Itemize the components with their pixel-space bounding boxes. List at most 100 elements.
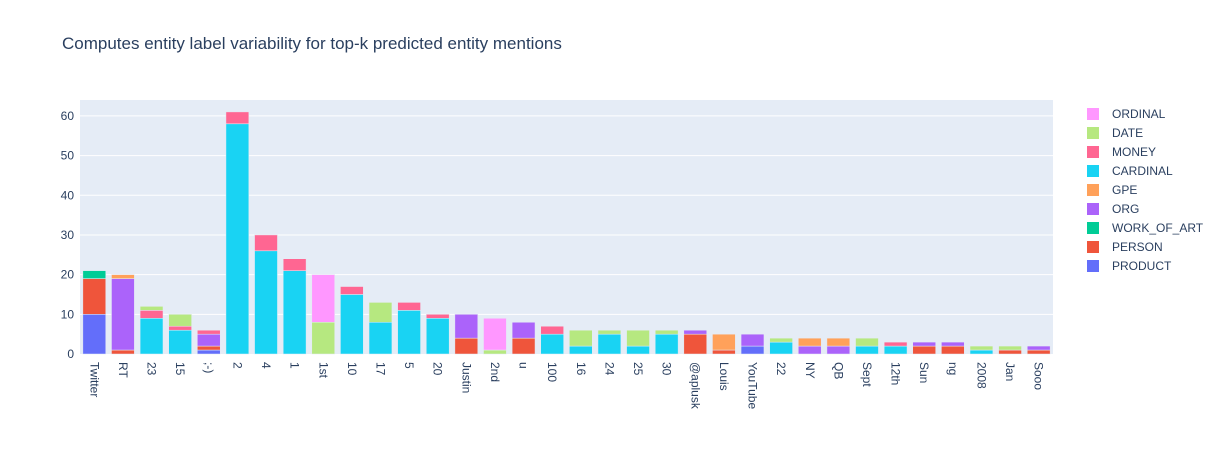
legend-label: PRODUCT [1112, 259, 1172, 273]
legend-swatch [1087, 108, 1099, 120]
bar-segment [597, 329, 622, 335]
x-tick-label: YouTube [746, 362, 760, 409]
bar-segment [941, 345, 965, 355]
y-tick-label: 50 [61, 149, 75, 163]
bar-segment [197, 349, 221, 355]
legend-item[interactable]: MONEY [1087, 145, 1156, 159]
bar-segment [340, 294, 364, 355]
bar-segment [883, 341, 908, 347]
bar-segment [540, 325, 564, 335]
y-axis-ticks: 0 10 20 30 40 50 60 [61, 109, 75, 361]
chart-title: Computes entity label variability for to… [62, 34, 562, 53]
bar-segment [82, 278, 107, 315]
bar-segment [626, 345, 650, 355]
bar-segment [454, 337, 479, 355]
bar-segment [597, 333, 622, 355]
bar-segment [139, 318, 164, 355]
x-tick-label: 17 [373, 362, 387, 376]
bar-segment [740, 345, 765, 355]
legend-item[interactable]: WORK_OF_ART [1087, 221, 1204, 235]
legend-label: GPE [1112, 183, 1137, 197]
bar-segment [998, 345, 1022, 351]
legend-swatch [1087, 222, 1099, 234]
x-tick-label: ng [946, 362, 960, 375]
bar-segment [1026, 349, 1051, 355]
bar-segment [883, 345, 908, 355]
legend-item[interactable]: PERSON [1087, 240, 1163, 254]
bar-segment [111, 278, 135, 351]
bar-segment [912, 341, 936, 347]
bar-segment [426, 314, 450, 319]
bar-segment [712, 349, 736, 355]
x-tick-label: 12th [889, 362, 903, 385]
x-tick-label: 23 [145, 362, 159, 376]
legend-item[interactable]: ORG [1087, 202, 1139, 216]
bar-segment [82, 314, 107, 355]
bar-segment [340, 286, 364, 295]
legend-swatch [1087, 260, 1099, 272]
bar-segment [311, 274, 335, 323]
bar-segment [769, 341, 793, 355]
bar-segment [254, 250, 278, 355]
y-tick-label: 30 [61, 228, 75, 242]
bar-segment [798, 345, 822, 355]
legend-swatch [1087, 165, 1099, 177]
bar-segment [197, 345, 221, 351]
bar-segment [168, 329, 192, 355]
bar-segment [511, 337, 536, 355]
x-tick-label: 1st [316, 362, 330, 379]
x-tick-label: 10 [345, 362, 359, 376]
bar-segment [197, 333, 221, 347]
legend-label: ORDINAL [1112, 107, 1166, 121]
bar-segment [683, 333, 707, 355]
x-axis-ticks: Twitter RT 23 15 ;-) 2 4 1 1st 10 17 5 20 Justin 2nd u 1… [87, 362, 1045, 410]
legend-item[interactable]: ORDINAL [1087, 107, 1166, 121]
bar-segment [168, 325, 192, 331]
x-tick-label: 25 [631, 362, 645, 376]
x-tick-label: 2008 [974, 362, 988, 389]
x-tick-label: u [517, 362, 531, 369]
bar-segment [225, 111, 250, 125]
bar-segment [654, 333, 679, 355]
bar-segment [82, 270, 107, 279]
bar-segment [540, 333, 564, 355]
legend-label: WORK_OF_ART [1112, 221, 1204, 235]
legend-label: DATE [1112, 126, 1143, 140]
legend-label: PERSON [1112, 240, 1163, 254]
legend-label: ORG [1112, 202, 1139, 216]
bar-segment [569, 345, 593, 355]
x-tick-label: Sept [860, 362, 874, 387]
legend-swatch [1087, 203, 1099, 215]
x-tick-label: Justin [459, 362, 473, 393]
bar-segment [855, 337, 879, 347]
x-tick-label: Twitter [87, 362, 101, 397]
legend-item[interactable]: GPE [1087, 183, 1137, 197]
bar-segment [826, 337, 851, 347]
legend-label: MONEY [1112, 145, 1156, 159]
bar-segment [197, 329, 221, 335]
y-tick-label: 10 [61, 307, 75, 321]
x-tick-label: 5 [402, 362, 416, 369]
bar-segment [969, 345, 994, 351]
bar-segment [168, 314, 192, 327]
bar-segment [626, 329, 650, 347]
x-tick-label: RT [116, 362, 130, 378]
legend-item[interactable]: PRODUCT [1087, 259, 1172, 273]
bar-segment [426, 318, 450, 355]
bar-segment [569, 329, 593, 347]
x-tick-label: 30 [660, 362, 674, 376]
bar-segment [139, 310, 164, 319]
x-tick-label: Sun [917, 362, 931, 383]
bar-segment [225, 123, 250, 355]
bar-segment [654, 329, 679, 335]
bar-segment [111, 349, 135, 355]
bars [82, 111, 1051, 355]
legend-swatch [1087, 184, 1099, 196]
legend-item[interactable]: DATE [1087, 126, 1143, 140]
bar-segment [139, 306, 164, 311]
legend-item[interactable]: CARDINAL [1087, 164, 1173, 178]
legend: ORDINAL DATE MONEY CARDINAL GPE ORG WORK_OF_AR… [1087, 107, 1204, 273]
bar-segment [912, 345, 936, 355]
x-tick-label: @aplusk [688, 362, 702, 410]
